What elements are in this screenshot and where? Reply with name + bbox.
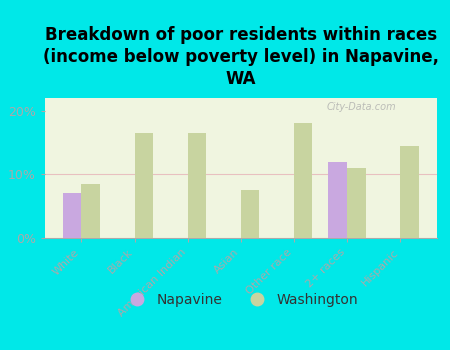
Bar xyxy=(135,133,153,238)
Text: City-Data.com: City-Data.com xyxy=(327,102,396,112)
Title: Breakdown of poor residents within races
(income below poverty level) in Napavin: Breakdown of poor residents within races… xyxy=(43,26,439,88)
Bar xyxy=(188,133,206,238)
Bar xyxy=(400,146,418,238)
Bar xyxy=(63,194,81,238)
Bar xyxy=(294,124,312,238)
Bar xyxy=(241,190,259,238)
Bar xyxy=(347,168,365,238)
Legend: Napavine, Washington: Napavine, Washington xyxy=(118,287,364,312)
Bar xyxy=(81,184,100,238)
Bar xyxy=(328,162,347,238)
